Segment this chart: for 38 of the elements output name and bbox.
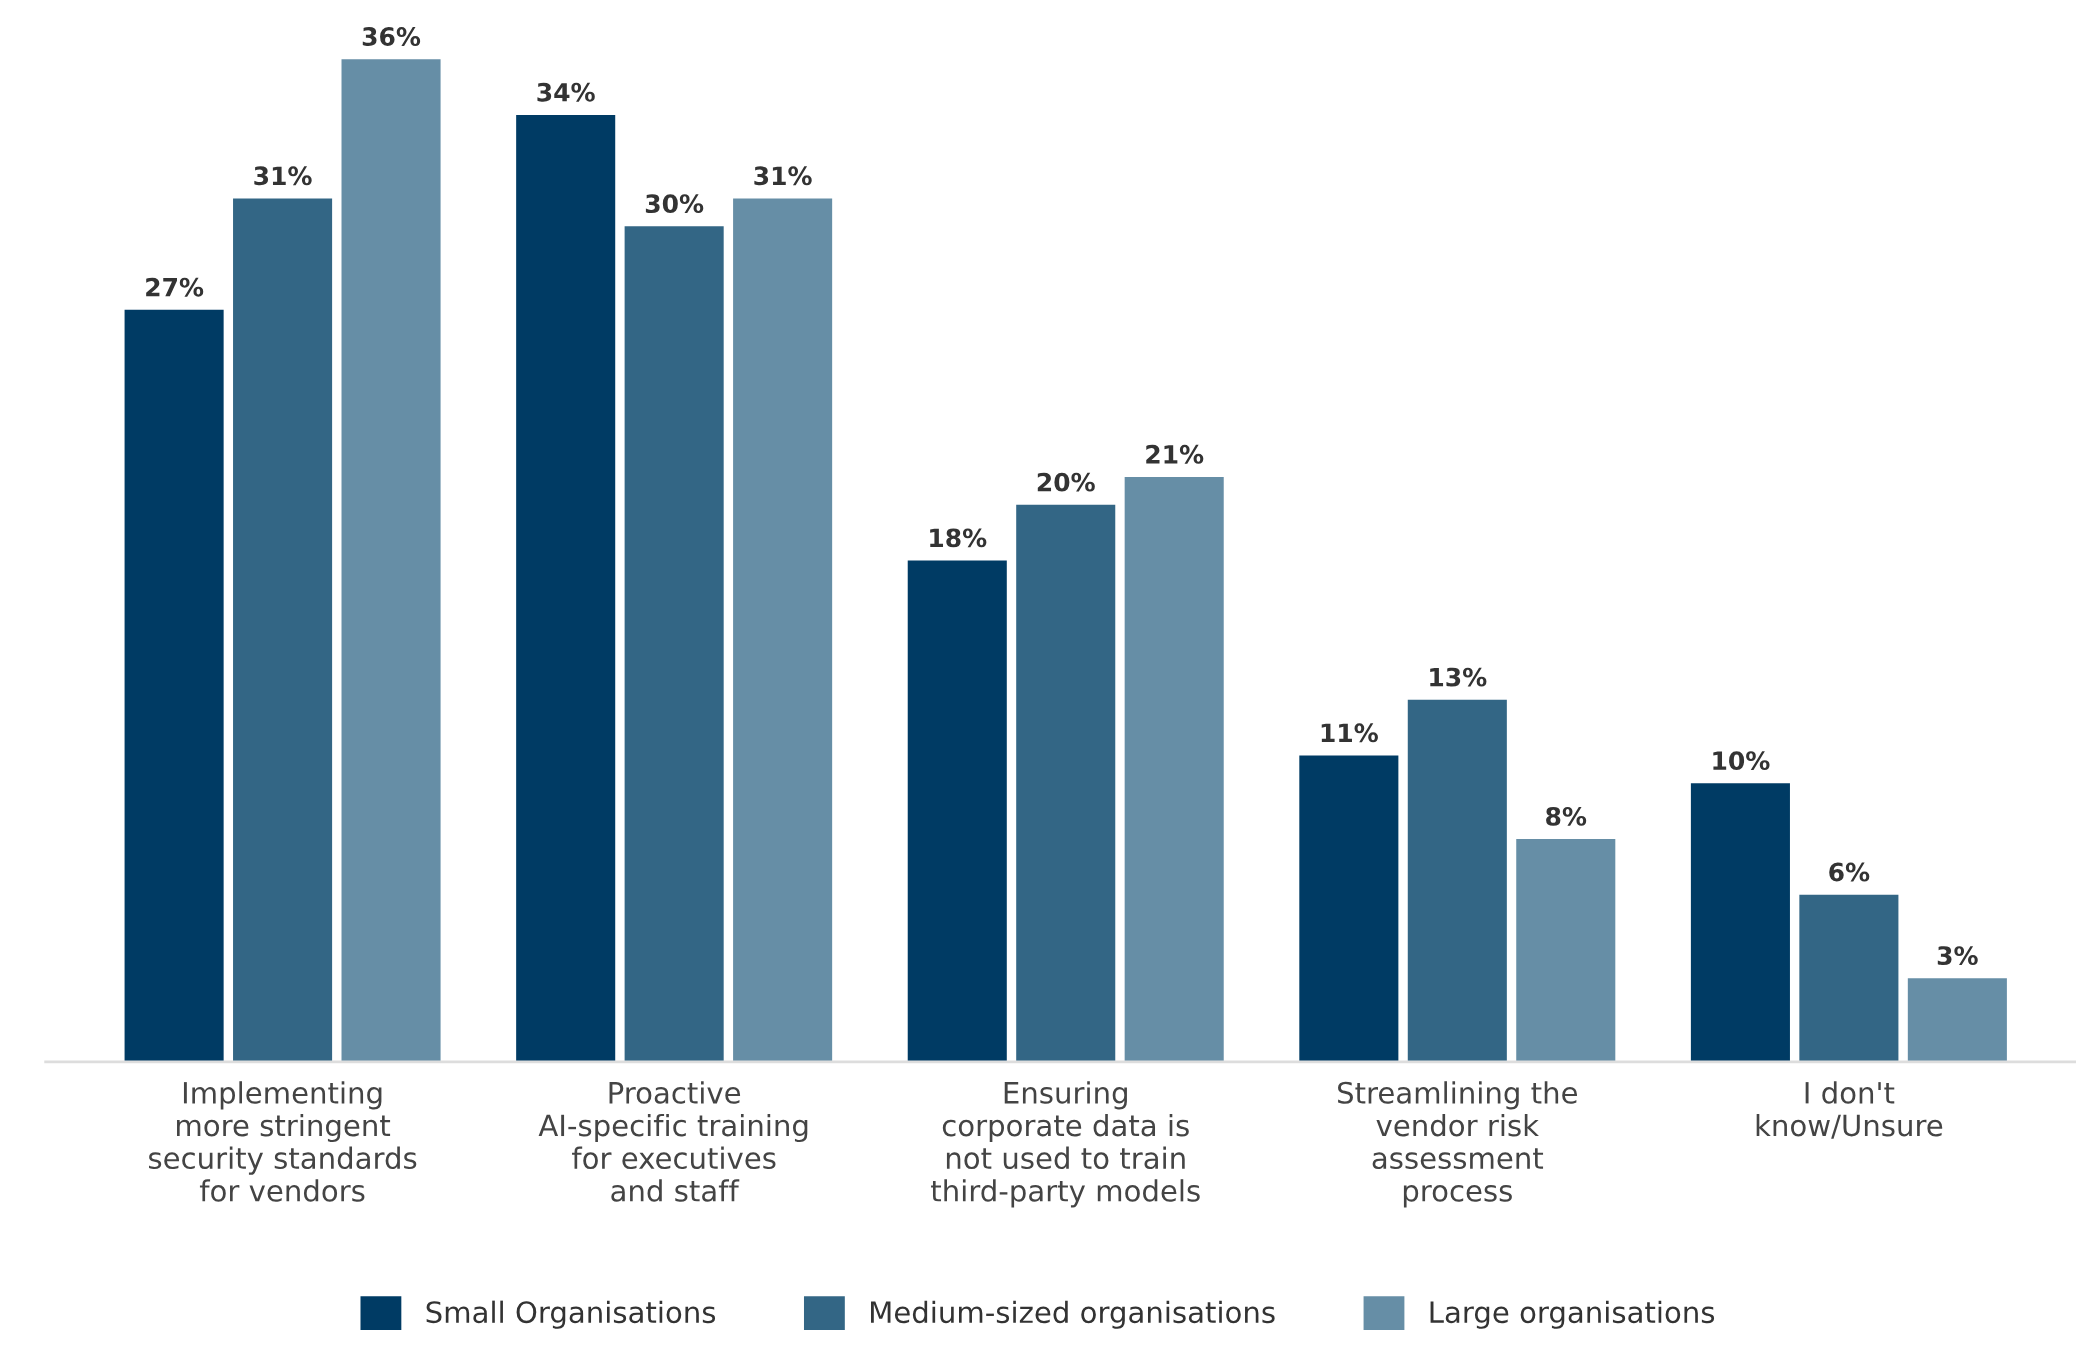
data-label: 36% [362, 27, 421, 47]
data-label: 6% [1829, 862, 1870, 882]
legend-label: Large organisations [1430, 1300, 1715, 1329]
data-label: 3% [1937, 946, 1978, 966]
bar [733, 198, 833, 1062]
data-label: 34% [537, 82, 595, 102]
bar [1690, 783, 1790, 1062]
legend-label: Medium-sized organisations [871, 1300, 1275, 1329]
x-tick-label: Implementing more stringent security standards for vendors [149, 1081, 417, 1202]
bar [1299, 755, 1399, 1062]
bar [1124, 476, 1224, 1062]
data-label: 8% [1546, 806, 1587, 826]
bar [624, 226, 724, 1062]
x-tick-label: I don't know/Unsure [1756, 1081, 1943, 1139]
bar [1907, 978, 2007, 1062]
data-label: 20% [1037, 472, 1095, 492]
x-tick-label: Streamlining the vendor risk assessment process [1338, 1081, 1577, 1208]
bar [1016, 504, 1116, 1062]
data-label: 21% [1146, 444, 1204, 464]
legend-label: Small Organisations [426, 1300, 716, 1329]
bar [1516, 838, 1616, 1062]
data-label: 27% [146, 277, 204, 297]
bar [124, 309, 224, 1062]
bar [341, 59, 441, 1062]
data-label: 31% [754, 166, 812, 186]
bar [1799, 894, 1899, 1062]
data-label: 11% [1321, 723, 1378, 743]
bar [516, 114, 616, 1062]
x-tick-label: Ensuring corporate data is not used to train third-party models [931, 1081, 1200, 1208]
data-label: 18% [930, 528, 987, 548]
data-label: 13% [1430, 667, 1487, 687]
data-label: 31% [254, 166, 312, 186]
data-label: 30% [645, 194, 704, 214]
bar [907, 560, 1007, 1062]
data-label: 10% [1713, 751, 1770, 771]
bar [1407, 699, 1507, 1062]
x-tick-label: Proactive AI-specific training for executives and staff [538, 1081, 808, 1202]
bar [233, 198, 333, 1062]
